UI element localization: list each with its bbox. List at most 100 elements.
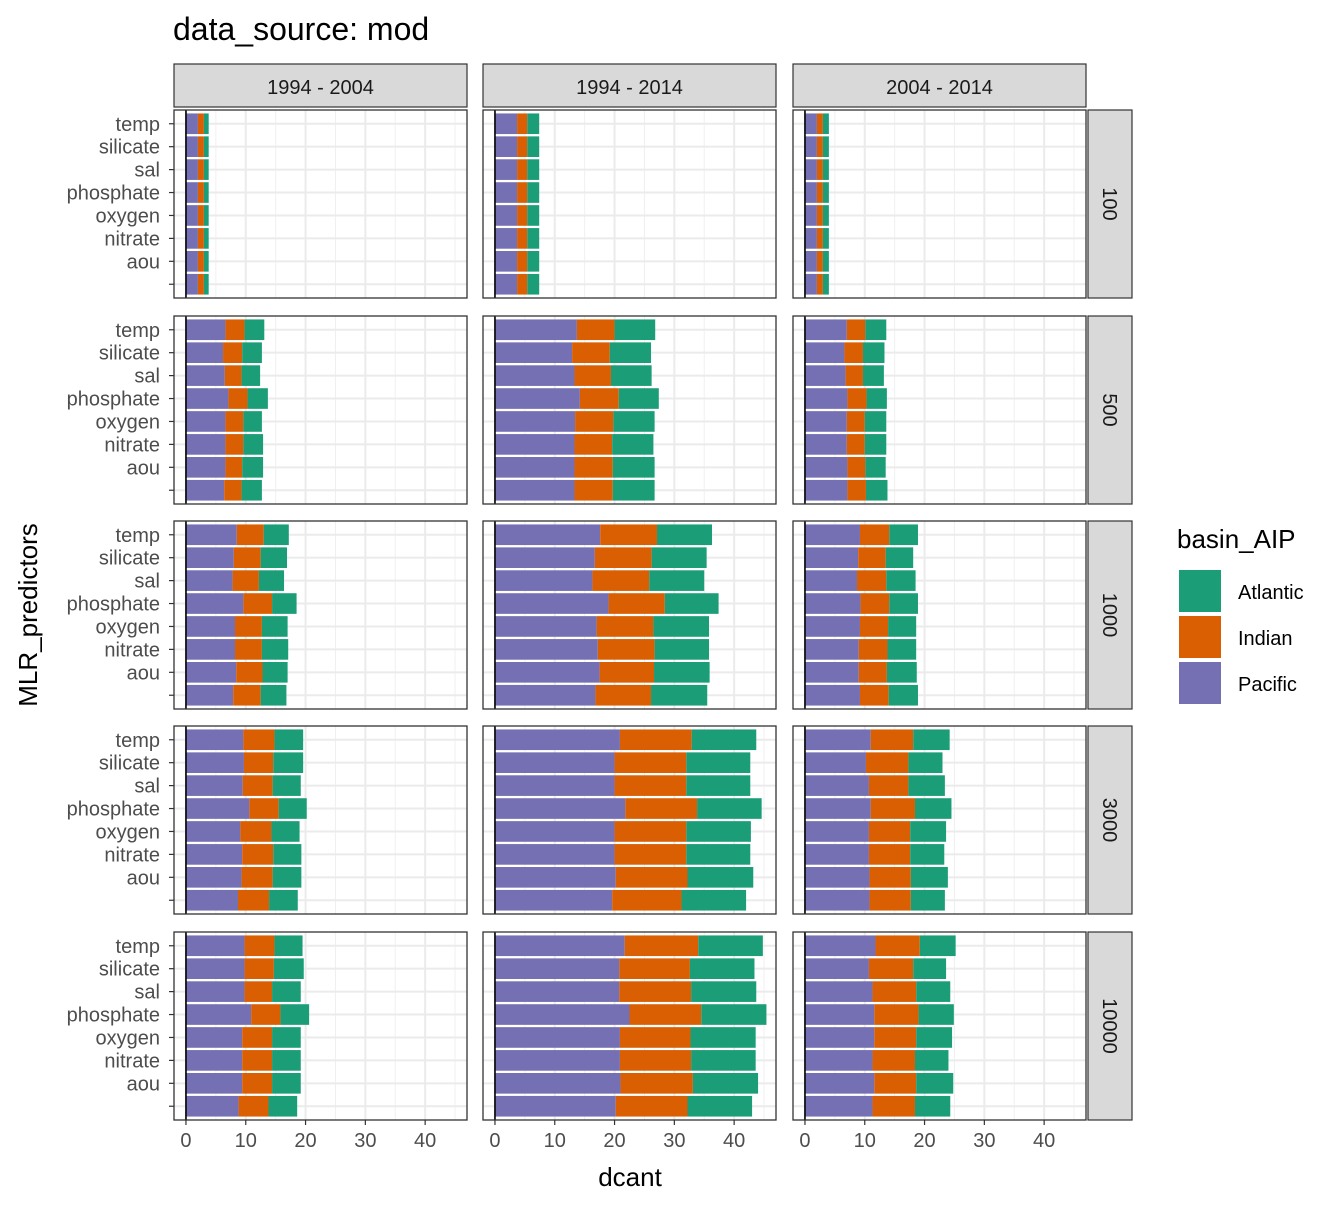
bar-pacific-silicate (804, 136, 817, 157)
bar-indian-temp (517, 113, 528, 135)
bar-indian-blank (224, 479, 242, 501)
bar-pacific-oxygen (804, 821, 869, 842)
x-tick-label: 0 (489, 1130, 500, 1152)
bar-indian-phosphate (251, 1004, 281, 1025)
bar-indian-aou (197, 251, 204, 272)
bar-pacific-blank (185, 889, 238, 911)
bar-atlantic-phosphate (697, 798, 762, 819)
bar-indian-sal (614, 775, 687, 796)
bar-pacific-nitrate (494, 228, 518, 249)
bar-indian-blank (197, 273, 204, 295)
panel-3000-2004-2014 (792, 725, 1087, 915)
y-tick-label: sal (134, 160, 160, 182)
bar-atlantic-aou (203, 251, 209, 272)
bar-atlantic-aou (272, 867, 302, 888)
bar-pacific-nitrate (494, 844, 615, 865)
bar-atlantic-nitrate (822, 228, 829, 249)
bar-indian-temp (619, 729, 692, 751)
y-tick-label: silicate (99, 548, 160, 570)
bar-indian-sal (232, 570, 259, 591)
bar-atlantic-silicate (913, 958, 947, 979)
bar-pacific-silicate (494, 342, 573, 363)
x-tick-label: 10 (854, 1130, 876, 1152)
y-tick-label: silicate (99, 753, 160, 775)
bar-atlantic-blank (527, 273, 540, 295)
bar-indian-phosphate (816, 182, 823, 203)
x-tick-label: 30 (663, 1130, 685, 1152)
bar-indian-oxygen (874, 1027, 917, 1048)
row-strip-label: 100 (1098, 187, 1120, 220)
bar-indian-blank (869, 889, 911, 911)
bar-pacific-blank (185, 273, 198, 295)
bar-indian-temp (870, 729, 914, 751)
y-tick-label: silicate (99, 343, 160, 365)
legend-key-indian (1179, 616, 1221, 658)
bar-pacific-nitrate (494, 434, 575, 455)
bar-indian-blank (237, 889, 270, 911)
bar-atlantic-sal (258, 570, 285, 591)
bar-indian-aou (620, 1073, 693, 1094)
bar-pacific-phosphate (494, 1004, 630, 1025)
bar-indian-silicate (619, 958, 690, 979)
x-tick-label: 20 (294, 1130, 316, 1152)
bar-atlantic-silicate (908, 752, 943, 773)
x-tick-label: 40 (414, 1130, 436, 1152)
bar-indian-sal (619, 981, 692, 1002)
bar-indian-blank (859, 684, 889, 706)
bar-pacific-temp (494, 524, 601, 546)
bar-indian-blank (872, 1095, 915, 1117)
bar-atlantic-oxygen (261, 616, 288, 637)
bar-indian-temp (875, 935, 920, 957)
bar-indian-aou (874, 1073, 917, 1094)
y-tick-label: aou (127, 1073, 160, 1095)
bar-atlantic-aou (910, 867, 948, 888)
bar-indian-phosphate (243, 593, 273, 614)
panel-10000-2004-2014: 0 10 20 30 40 (792, 931, 1087, 1152)
row-strip-1000: 1000 (1087, 520, 1133, 710)
bar-pacific-nitrate (185, 228, 198, 249)
bar-atlantic-sal (686, 775, 751, 796)
bar-atlantic-aou (886, 662, 917, 683)
bar-atlantic-sal (691, 981, 757, 1002)
strip-background (482, 63, 777, 108)
bar-atlantic-nitrate (273, 844, 302, 865)
bar-atlantic-sal (862, 365, 884, 386)
bar-atlantic-temp (274, 935, 303, 957)
bar-atlantic-temp (657, 524, 713, 546)
bar-atlantic-nitrate (527, 228, 540, 249)
bar-indian-phosphate (860, 593, 890, 614)
panel-border (173, 315, 468, 505)
bar-atlantic-oxygen (686, 821, 751, 842)
bar-atlantic-silicate (651, 547, 707, 568)
bar-indian-aou (615, 867, 688, 888)
bar-atlantic-oxygen (271, 821, 300, 842)
bar-indian-oxygen (225, 411, 244, 432)
bar-atlantic-sal (908, 775, 945, 796)
bar-indian-phosphate (629, 1004, 702, 1025)
bar-indian-nitrate (868, 844, 911, 865)
bar-atlantic-silicate (822, 136, 829, 157)
y-tick-label: temp (116, 936, 160, 958)
bar-pacific-silicate (494, 958, 620, 979)
strip-background (792, 63, 1087, 108)
bar-pacific-sal (185, 159, 198, 180)
bar-atlantic-temp (274, 729, 304, 751)
bar-indian-nitrate (517, 228, 528, 249)
bar-atlantic-sal (649, 570, 705, 591)
y-tick-label: oxygen (96, 821, 161, 843)
bar-atlantic-nitrate (243, 434, 264, 455)
bar-pacific-aou (185, 867, 242, 888)
x-tick-label: 10 (544, 1130, 566, 1152)
bar-pacific-temp (185, 113, 198, 135)
bar-pacific-temp (494, 319, 577, 341)
bar-atlantic-blank (612, 479, 655, 501)
bar-pacific-blank (494, 684, 596, 706)
bar-pacific-phosphate (804, 388, 848, 409)
bar-pacific-aou (185, 457, 226, 478)
chart-title: data_source: mod (173, 11, 429, 47)
bar-indian-aou (241, 867, 273, 888)
column-strip-1994-2014: 1994 - 2014 (482, 63, 777, 108)
bar-atlantic-aou (865, 457, 886, 478)
legend-label: Pacific (1238, 674, 1297, 696)
